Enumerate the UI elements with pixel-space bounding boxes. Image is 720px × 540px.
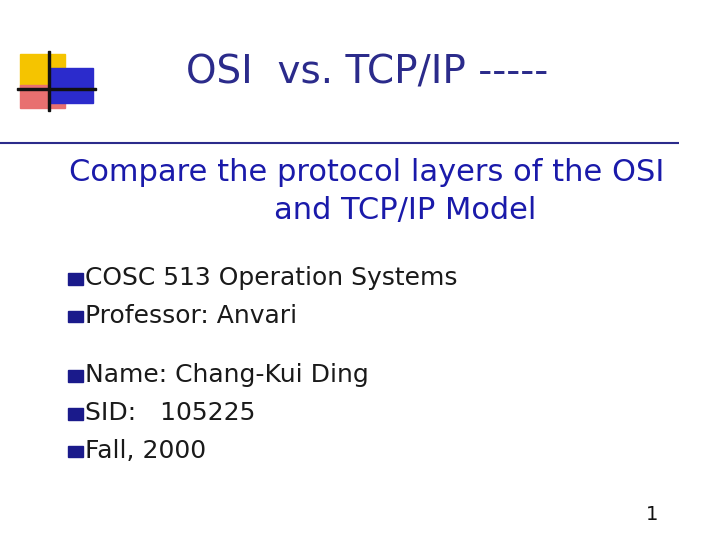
Bar (20, 85, 65, 108)
Bar (48, 51, 50, 111)
Bar (68, 408, 83, 420)
Bar (20, 53, 65, 89)
Text: Name: Chang-Kui Ding: Name: Chang-Kui Ding (85, 363, 369, 387)
Bar (68, 370, 83, 382)
Bar (68, 310, 83, 322)
Text: OSI  vs. TCP/IP -----: OSI vs. TCP/IP ----- (186, 54, 548, 92)
Text: SID:   105225: SID: 105225 (85, 401, 256, 425)
Text: Professor: Anvari: Professor: Anvari (85, 304, 297, 328)
Text: Compare the protocol layers of the OSI
        and TCP/IP Model: Compare the protocol layers of the OSI a… (69, 158, 665, 225)
Text: 1: 1 (647, 505, 659, 524)
Bar (68, 273, 83, 285)
Bar (68, 446, 83, 457)
Text: COSC 513 Operation Systems: COSC 513 Operation Systems (85, 266, 457, 290)
Bar (49, 68, 93, 103)
Bar (17, 87, 96, 90)
Text: Fall, 2000: Fall, 2000 (85, 439, 206, 463)
